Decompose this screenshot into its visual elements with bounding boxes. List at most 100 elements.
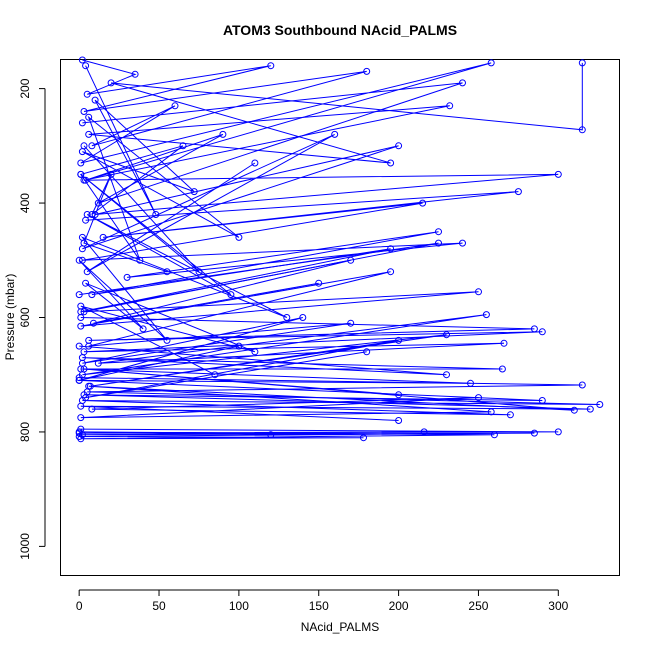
data-point — [490, 431, 498, 439]
series-line-10 — [79, 345, 591, 421]
data-point — [78, 119, 86, 127]
data-point — [77, 314, 85, 321]
data-point — [387, 159, 395, 167]
data-point — [85, 130, 93, 138]
series-line-2 — [82, 62, 583, 273]
data-point — [467, 379, 474, 387]
data-point — [530, 429, 538, 437]
data-point — [419, 199, 427, 207]
data-point — [80, 391, 88, 399]
data-point — [75, 342, 83, 350]
data-point — [78, 354, 86, 362]
data-point — [387, 245, 395, 253]
data-point — [395, 417, 403, 424]
data-point — [299, 314, 307, 321]
data-point — [77, 414, 85, 422]
data-point — [88, 211, 96, 218]
data-point — [251, 348, 259, 356]
y-tick-label: 200 — [18, 78, 32, 98]
data-point — [77, 159, 85, 167]
data-point — [85, 382, 93, 390]
data-point — [195, 268, 203, 276]
data-point — [363, 348, 371, 356]
data-point — [586, 405, 594, 413]
data-point — [554, 428, 562, 436]
chart-title: ATOM3 Southbound NAcid_PALMS — [223, 22, 457, 38]
series-line-1 — [80, 59, 492, 204]
data-point — [77, 302, 85, 310]
data-point — [578, 126, 586, 134]
data-point — [235, 233, 243, 241]
data-point — [443, 331, 450, 339]
data-point — [506, 411, 514, 419]
data-point — [83, 90, 91, 98]
y-tick-label: 400 — [18, 193, 32, 213]
series-line-3 — [80, 191, 519, 324]
data-point — [211, 371, 219, 379]
x-tick-label: 200 — [389, 599, 409, 613]
data-point — [538, 397, 546, 404]
y-axis: 200 400 600 800 1000 — [18, 78, 46, 560]
data-point — [163, 268, 171, 276]
data-point — [227, 291, 235, 299]
data-point — [80, 108, 88, 115]
data-point — [91, 96, 99, 104]
x-tick-label: 0 — [76, 599, 83, 613]
data-point — [136, 256, 144, 264]
data-point — [99, 233, 107, 241]
data-point — [83, 211, 91, 218]
data-point — [267, 431, 275, 439]
plot-area — [75, 56, 604, 443]
data-point — [75, 376, 83, 384]
data-point — [190, 188, 198, 196]
data-point — [596, 401, 604, 408]
data-point — [395, 142, 403, 150]
y-tick-label: 1000 — [18, 533, 32, 560]
data-point — [77, 365, 85, 373]
y-tick-label: 600 — [18, 307, 32, 327]
data-point — [75, 428, 83, 436]
data-point — [487, 59, 495, 67]
data-point — [78, 148, 86, 156]
data-point — [77, 402, 85, 410]
data-point — [530, 325, 538, 333]
plot-frame — [60, 59, 620, 576]
data-point — [163, 336, 171, 344]
series-line-7 — [78, 145, 288, 376]
data-point — [251, 159, 259, 167]
data-point — [482, 311, 490, 319]
data-point — [80, 308, 88, 316]
data-point — [347, 319, 355, 327]
data-point — [171, 102, 179, 110]
data-point — [131, 70, 139, 78]
data-point — [554, 170, 562, 178]
data-point — [88, 142, 96, 150]
data-point — [85, 342, 93, 350]
data-point — [152, 211, 160, 218]
series-line-8 — [79, 242, 479, 381]
data-point — [578, 59, 586, 67]
data-point — [538, 328, 546, 336]
data-point — [219, 130, 227, 138]
data-point — [475, 288, 482, 296]
data-point — [435, 239, 442, 247]
data-point — [77, 435, 85, 443]
x-tick-label: 150 — [309, 599, 329, 613]
y-tick-label: 800 — [18, 422, 32, 442]
data-point — [331, 130, 339, 138]
data-point — [435, 228, 442, 236]
data-point — [578, 381, 586, 389]
data-point — [267, 62, 275, 70]
data-point — [235, 342, 243, 350]
data-point — [123, 273, 131, 281]
data-point — [82, 279, 90, 287]
data-point — [82, 62, 90, 70]
x-tick-label: 300 — [548, 599, 568, 613]
data-point — [570, 406, 578, 414]
data-point — [88, 291, 96, 299]
data-point — [107, 79, 115, 87]
x-tick-label: 250 — [468, 599, 488, 613]
x-axis: 0 50 100 150 200 250 300 — [76, 589, 569, 613]
data-point — [77, 322, 85, 330]
